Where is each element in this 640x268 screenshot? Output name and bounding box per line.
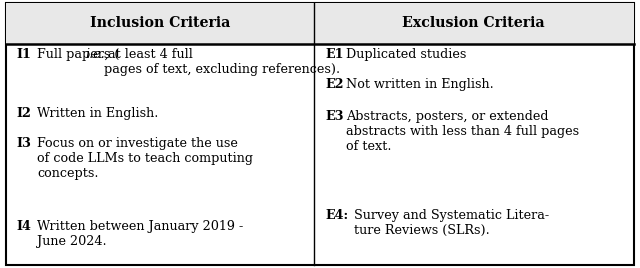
Text: E2: E2 [325,78,344,91]
Text: at least 4 full
pages of text, excluding references).: at least 4 full pages of text, excluding… [104,48,340,76]
Text: i.e.,: i.e., [85,48,109,61]
Text: E3: E3 [325,110,344,123]
Text: Exclusion Criteria: Exclusion Criteria [403,16,545,31]
Text: I3: I3 [16,137,31,150]
Text: I4: I4 [16,220,31,233]
Text: Duplicated studies: Duplicated studies [346,48,467,61]
Text: Inclusion Criteria: Inclusion Criteria [90,16,230,31]
Text: Survey and Systematic Litera-
ture Reviews (SLRs).: Survey and Systematic Litera- ture Revie… [354,209,549,237]
Text: Abstracts, posters, or extended
abstracts with less than 4 full pages
of text.: Abstracts, posters, or extended abstract… [346,110,579,153]
Bar [6,3,634,44]
Text: Full papers (: Full papers ( [37,48,120,61]
Text: Written between January 2019 -
June 2024.: Written between January 2019 - June 2024… [37,220,243,248]
Text: Not written in English.: Not written in English. [346,78,494,91]
Text: Written in English.: Written in English. [37,107,159,120]
Text: I1: I1 [16,48,31,61]
Text: E1: E1 [325,48,344,61]
Text: I2: I2 [16,107,31,120]
Text: E4:: E4: [325,209,348,222]
Text: Focus on or investigate the use
of code LLMs to teach computing
concepts.: Focus on or investigate the use of code … [37,137,253,180]
